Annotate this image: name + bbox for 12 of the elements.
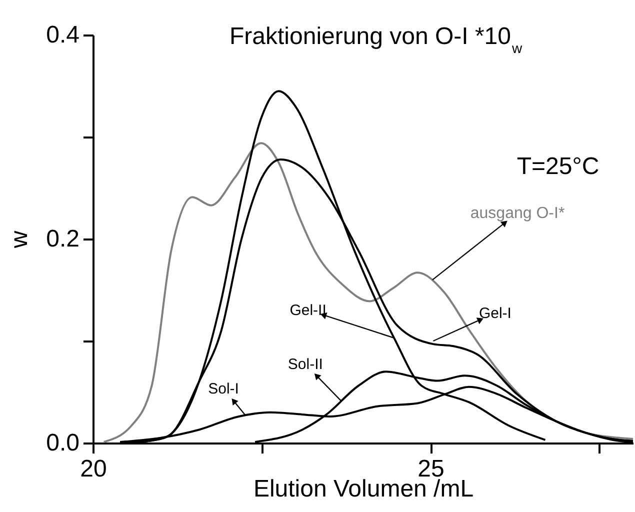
y-tick-label: 0.2: [46, 226, 80, 252]
y-axis-title: w: [6, 230, 34, 250]
annotation: Gel-I: [478, 305, 512, 322]
y-tick-label: 0.4: [46, 22, 80, 48]
annotation: Gel-II: [290, 302, 326, 319]
annotation: ausgang O-I*: [470, 204, 565, 222]
x-tick-label: 20: [80, 456, 107, 482]
x-axis-title: Elution Volumen /mL: [253, 476, 474, 502]
annotation: T=25°C: [516, 153, 600, 180]
annotation: Sol-I: [208, 380, 239, 398]
y-tick-label: 0.0: [46, 430, 80, 456]
annotation: Sol-II: [288, 356, 323, 374]
